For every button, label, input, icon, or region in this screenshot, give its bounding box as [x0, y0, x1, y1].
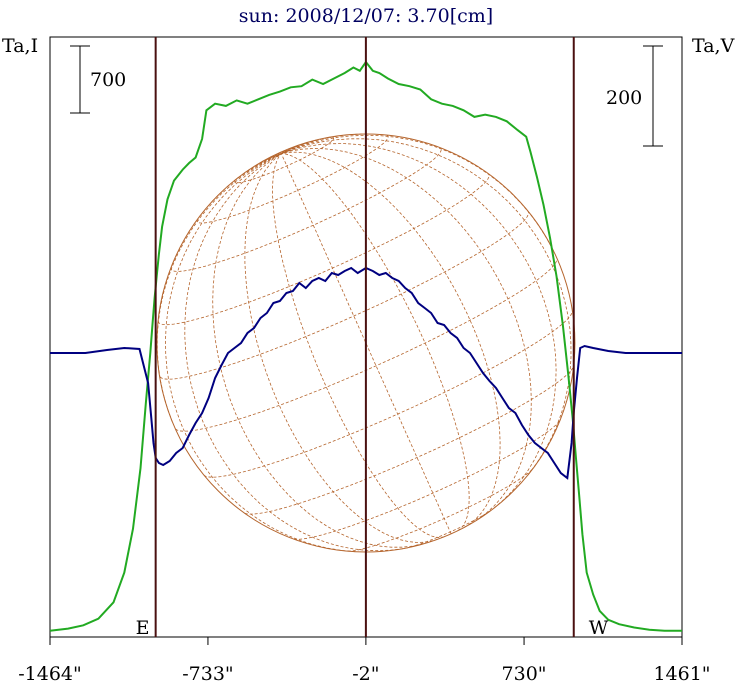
longitude-line [281, 151, 501, 528]
x-tick-label: -733" [182, 663, 233, 685]
longitude-line [281, 153, 470, 531]
x-tick-label: -1464" [18, 663, 82, 685]
left-scale-bar: 700 [70, 45, 126, 114]
longitude-line [281, 148, 532, 520]
right-axis-label: Ta,V [692, 35, 735, 57]
longitude-line [281, 150, 285, 154]
longitude-line [281, 143, 557, 509]
longitude-line [212, 153, 282, 202]
x-tick-label: 730" [502, 663, 547, 685]
x-tick-label: 1461" [653, 663, 710, 685]
x-tick-label: -2" [352, 663, 379, 685]
longitude-line [281, 139, 317, 154]
x-axis-ticks: -1464" -733" -2" 730" 1461" [18, 637, 711, 685]
longitude-line [156, 153, 282, 422]
longitude-line [281, 134, 555, 252]
latitude-line [175, 258, 558, 432]
longitude-line [272, 153, 445, 538]
longitude-line [212, 153, 423, 548]
longitude-line [280, 152, 282, 154]
west-limb-label: W [589, 617, 609, 639]
right-scale-label: 200 [606, 87, 642, 109]
longitude-line [281, 144, 301, 154]
chart-title: sun: 2008/12/07: 3.70[cm] [239, 5, 493, 27]
reference-lines [154, 37, 575, 637]
longitude-line [244, 153, 438, 543]
latitude-line [294, 420, 561, 540]
latitude-line [159, 212, 529, 380]
solar-disk-grid [156, 133, 576, 553]
left-axis-label: Ta,I [2, 35, 38, 57]
latitude-line [244, 366, 574, 515]
latitude-line [203, 310, 573, 478]
longitude-line [281, 138, 572, 475]
longitude-line [165, 153, 356, 553]
series-line-intensity [49, 60, 682, 632]
longitude-line [280, 153, 452, 534]
east-limb-label: E [136, 617, 150, 639]
longitude-line [184, 153, 404, 552]
left-scale-label: 700 [90, 69, 126, 91]
right-scale-bar: 200 [606, 45, 663, 147]
latitude-line [196, 134, 389, 224]
longitude-line [281, 133, 363, 154]
